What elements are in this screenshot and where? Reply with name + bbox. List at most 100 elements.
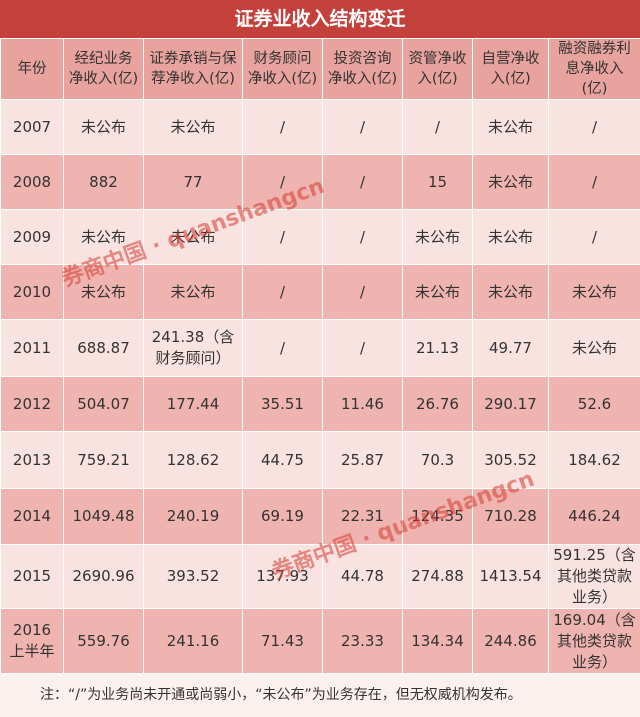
value-cell: 未公布 — [473, 100, 549, 155]
year-cell: 2007 — [1, 100, 64, 155]
value-cell: 241.16 — [144, 609, 243, 674]
value-cell: 未公布 — [549, 320, 640, 377]
value-cell: 137.93 — [243, 545, 323, 609]
value-cell: / — [323, 100, 403, 155]
header-cell: 资管净收入(亿) — [403, 39, 473, 100]
value-cell: 2690.96 — [64, 545, 144, 609]
value-cell: / — [323, 265, 403, 320]
year-cell: 2013 — [1, 432, 64, 489]
value-cell: 559.76 — [64, 609, 144, 674]
value-cell: 11.46 — [323, 377, 403, 432]
value-cell: 未公布 — [473, 265, 549, 320]
value-cell: 71.43 — [243, 609, 323, 674]
year-cell: 2011 — [1, 320, 64, 377]
value-cell: / — [243, 155, 323, 210]
value-cell: / — [323, 320, 403, 377]
value-cell: 22.31 — [323, 489, 403, 545]
value-cell: 244.86 — [473, 609, 549, 674]
value-cell: / — [243, 210, 323, 265]
value-cell: 未公布 — [473, 155, 549, 210]
value-cell: 35.51 — [243, 377, 323, 432]
value-cell: 44.78 — [323, 545, 403, 609]
value-cell: 21.13 — [403, 320, 473, 377]
value-cell: 591.25（含其他类贷款业务） — [549, 545, 640, 609]
value-cell: 446.24 — [549, 489, 640, 545]
value-cell: 77 — [144, 155, 243, 210]
header-cell: 财务顾问净收入(亿) — [243, 39, 323, 100]
header-cell: 自营净收入(亿) — [473, 39, 549, 100]
value-cell: 未公布 — [144, 100, 243, 155]
value-cell: 未公布 — [64, 210, 144, 265]
header-row: 年份经纪业务净收入(亿)证券承销与保荐净收入(亿)财务顾问净收入(亿)投资咨询净… — [1, 39, 640, 100]
value-cell: 未公布 — [64, 100, 144, 155]
value-cell: / — [243, 265, 323, 320]
year-cell: 2012 — [1, 377, 64, 432]
value-cell: 1413.54 — [473, 545, 549, 609]
value-cell: 未公布 — [64, 265, 144, 320]
value-cell: 52.6 — [549, 377, 640, 432]
value-cell: 25.87 — [323, 432, 403, 489]
value-cell: 504.07 — [64, 377, 144, 432]
value-cell: / — [403, 100, 473, 155]
value-cell: 184.62 — [549, 432, 640, 489]
value-cell: 69.19 — [243, 489, 323, 545]
value-cell: 305.52 — [473, 432, 549, 489]
value-cell: / — [549, 100, 640, 155]
income-table: 年份经纪业务净收入(亿)证券承销与保荐净收入(亿)财务顾问净收入(亿)投资咨询净… — [0, 38, 640, 674]
value-cell: / — [243, 100, 323, 155]
year-cell: 2008 — [1, 155, 64, 210]
value-cell: 177.44 — [144, 377, 243, 432]
value-cell: 15 — [403, 155, 473, 210]
value-cell: 241.38（含财务顾问） — [144, 320, 243, 377]
value-cell: 882 — [64, 155, 144, 210]
value-cell: / — [323, 155, 403, 210]
header-cell: 年份 — [1, 39, 64, 100]
year-cell: 2016上半年 — [1, 609, 64, 674]
value-cell: 未公布 — [549, 265, 640, 320]
value-cell: 49.77 — [473, 320, 549, 377]
value-cell: 23.33 — [323, 609, 403, 674]
footnote: 注：“/”为业务尚未开通或尚弱小，“未公布”为业务存在，但无权威机构发布。 — [0, 674, 640, 717]
value-cell: 290.17 — [473, 377, 549, 432]
value-cell: 688.87 — [64, 320, 144, 377]
header-cell: 融资融券利息净收入(亿) — [549, 39, 640, 100]
year-cell: 2014 — [1, 489, 64, 545]
value-cell: 710.28 — [473, 489, 549, 545]
value-cell: 759.21 — [64, 432, 144, 489]
value-cell: / — [549, 210, 640, 265]
value-cell: / — [243, 320, 323, 377]
header-cell: 证券承销与保荐净收入(亿) — [144, 39, 243, 100]
value-cell: / — [549, 155, 640, 210]
year-cell: 2010 — [1, 265, 64, 320]
value-cell: 未公布 — [403, 265, 473, 320]
value-cell: 未公布 — [144, 210, 243, 265]
value-cell: 未公布 — [144, 265, 243, 320]
table-title: 证券业收入结构变迁 — [0, 0, 640, 38]
year-cell: 2009 — [1, 210, 64, 265]
header-cell: 经纪业务净收入(亿) — [64, 39, 144, 100]
value-cell: 128.62 — [144, 432, 243, 489]
header-cell: 投资咨询净收入(亿) — [323, 39, 403, 100]
value-cell: 70.3 — [403, 432, 473, 489]
value-cell: 124.35 — [403, 489, 473, 545]
value-cell: 393.52 — [144, 545, 243, 609]
value-cell: 未公布 — [403, 210, 473, 265]
value-cell: / — [323, 210, 403, 265]
value-cell: 134.34 — [403, 609, 473, 674]
value-cell: 未公布 — [473, 210, 549, 265]
value-cell: 1049.48 — [64, 489, 144, 545]
value-cell: 26.76 — [403, 377, 473, 432]
year-cell: 2015 — [1, 545, 64, 609]
